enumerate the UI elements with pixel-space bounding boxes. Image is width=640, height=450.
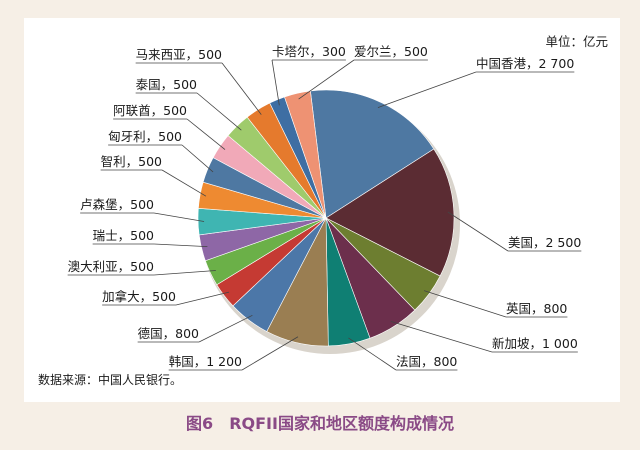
slice-label: 英国，800 bbox=[506, 301, 567, 316]
pie-slice bbox=[310, 89, 435, 219]
leader-line bbox=[447, 211, 509, 252]
leader-line bbox=[348, 337, 397, 371]
slice-label: 加拿大，500 bbox=[102, 289, 176, 304]
leader-line bbox=[377, 71, 477, 108]
slice-label: 瑞士，500 bbox=[93, 228, 154, 243]
slice-label: 马来西亚，500 bbox=[136, 47, 222, 62]
slice-label: 卢森堡，500 bbox=[80, 197, 154, 212]
figure-title: RQFII国家和地区额度构成情况 bbox=[229, 414, 454, 433]
leader-line bbox=[181, 144, 214, 173]
slice-label: 泰国，500 bbox=[136, 77, 197, 92]
leader-line bbox=[153, 212, 205, 222]
slice-label: 德国，800 bbox=[138, 326, 199, 341]
leader-line bbox=[271, 59, 280, 106]
slice-label: 美国，2 500 bbox=[508, 235, 581, 250]
slice-label: 阿联酋，500 bbox=[113, 103, 187, 118]
slice-label: 新加坡，1 000 bbox=[492, 336, 578, 351]
leader-line bbox=[186, 118, 226, 150]
source-note: 数据来源：中国人民银行。 bbox=[38, 372, 182, 387]
leader-line bbox=[198, 314, 253, 343]
slice-label: 中国香港，2 700 bbox=[476, 56, 574, 71]
pie-slice bbox=[325, 148, 455, 277]
leader-line bbox=[298, 59, 355, 100]
unit-label: 单位：亿元 bbox=[545, 34, 608, 49]
slice-label: 卡塔尔，300 bbox=[272, 44, 346, 59]
leader-line bbox=[196, 92, 242, 131]
leader-line bbox=[423, 290, 507, 318]
slice-label: 匈牙利，500 bbox=[108, 129, 182, 144]
leader-line bbox=[154, 243, 208, 247]
leader-line bbox=[154, 270, 216, 276]
slice-label: 韩国，1 200 bbox=[169, 354, 242, 369]
slice-label: 智利，500 bbox=[101, 154, 162, 169]
slice-label: 法国，800 bbox=[396, 354, 457, 369]
leader-line bbox=[221, 62, 262, 115]
chart-panel: 单位：亿元 中国香港，2 700 美国，2 500 英国，800 新加坡，1 000 法… bbox=[24, 18, 620, 402]
figure-number: 图6 bbox=[186, 414, 214, 433]
leader-line bbox=[161, 169, 207, 197]
slice-label: 爱尔兰，500 bbox=[354, 44, 428, 59]
slice-label: 澳大利亚，500 bbox=[68, 259, 154, 274]
figure-caption: 图6 RQFII国家和地区额度构成情况 bbox=[0, 410, 640, 434]
leader-line bbox=[175, 291, 230, 306]
pie-chart: 单位：亿元 中国香港，2 700 美国，2 500 英国，800 新加坡，1 000 法… bbox=[38, 34, 608, 387]
leader-line bbox=[241, 336, 299, 371]
leader-line bbox=[390, 321, 493, 353]
